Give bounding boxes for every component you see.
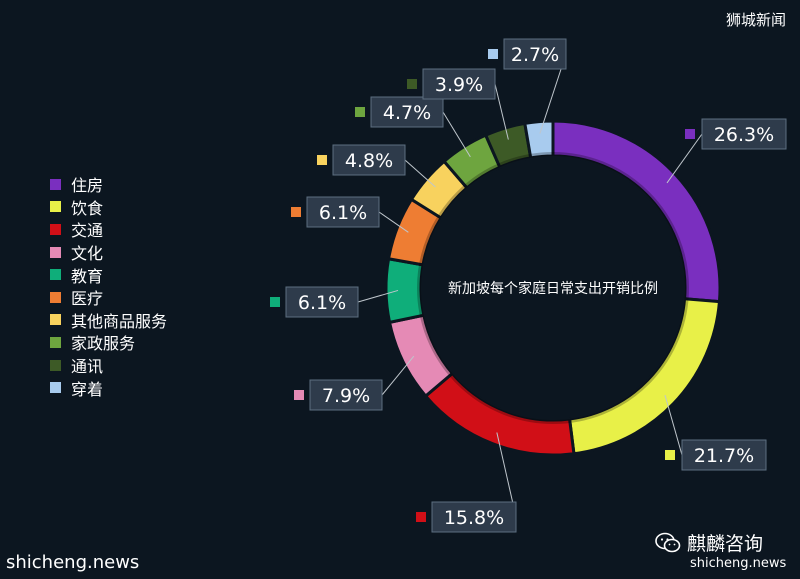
legend-label: 教育	[71, 266, 104, 286]
legend-label: 其他商品服务	[71, 311, 168, 331]
pie-slice	[423, 371, 576, 457]
label-swatch	[291, 207, 301, 217]
label-swatch	[665, 450, 675, 460]
legend-swatch	[50, 382, 61, 394]
label-swatch	[270, 297, 280, 307]
legend-swatch	[50, 201, 61, 213]
legend-swatch	[50, 336, 61, 348]
value-label: 6.1%	[298, 292, 346, 314]
leader-line	[381, 355, 415, 396]
value-label: 7.9%	[322, 385, 370, 407]
value-label: 4.7%	[383, 102, 431, 124]
legend-label: 家政服务	[71, 334, 136, 354]
legend-label: 住房	[71, 176, 104, 196]
wechat-account-name: 麒麟咨询	[687, 533, 764, 555]
value-label: 6.1%	[319, 202, 367, 224]
value-label-box	[422, 68, 496, 100]
legend-label: 通讯	[71, 357, 104, 377]
brand-label-top: 狮城新闻	[725, 11, 786, 29]
legend-swatch	[50, 359, 61, 371]
leader-line	[664, 395, 683, 456]
leader-line	[494, 83, 509, 140]
legend-item: 通讯	[50, 354, 167, 377]
legend-swatch	[50, 269, 61, 281]
wechat-badge: 麒麟咨询	[655, 529, 763, 556]
leader-line	[378, 211, 409, 233]
label-swatch	[685, 129, 695, 139]
legend-item: 家政服务	[50, 331, 167, 354]
value-label-box	[285, 286, 359, 318]
pie-slice	[523, 119, 555, 160]
value-label-box	[701, 118, 787, 150]
label-swatch	[294, 390, 304, 400]
leader-line	[666, 133, 703, 184]
legend-item: 交通	[50, 218, 167, 241]
pie-slice	[551, 119, 722, 304]
value-label: 2.7%	[511, 44, 559, 66]
legend-item: 穿着	[50, 376, 167, 399]
legend-item: 住房	[50, 173, 167, 196]
legend-item: 文化	[50, 241, 167, 264]
value-label: 15.8%	[444, 507, 504, 529]
legend-label: 饮食	[71, 198, 104, 218]
chart-legend: 住房 饮食 交通 文化 教育 医疗 其他商品服务 家政服务 通讯 穿着	[50, 173, 167, 399]
value-label-box	[431, 501, 517, 533]
value-label-box	[309, 379, 383, 411]
legend-swatch	[50, 246, 61, 258]
value-label-box	[503, 38, 567, 70]
wechat-url: shicheng.news	[690, 556, 787, 571]
brand-url-bottom-left: shicheng.news	[6, 552, 140, 573]
value-label: 4.8%	[345, 150, 393, 172]
legend-swatch	[50, 178, 61, 190]
legend-swatch	[50, 314, 61, 326]
legend-swatch	[50, 223, 61, 235]
value-label: 3.9%	[435, 74, 483, 96]
chart-title: 新加坡每个家庭日常支出开销比例	[448, 280, 658, 297]
legend-item: 医疗	[50, 286, 167, 309]
leader-line	[404, 159, 436, 188]
leader-line	[442, 111, 471, 158]
value-label: 21.7%	[694, 445, 754, 467]
legend-item: 饮食	[50, 196, 167, 219]
label-swatch	[488, 49, 498, 59]
legend-item: 其他商品服务	[50, 309, 167, 332]
value-label-box	[681, 439, 767, 471]
value-label: 26.3%	[714, 124, 774, 146]
legend-label: 交通	[71, 221, 104, 241]
label-swatch	[355, 107, 365, 117]
legend-item: 教育	[50, 263, 167, 286]
label-swatch	[416, 512, 426, 522]
legend-label: 穿着	[71, 379, 104, 399]
leader-line	[357, 289, 399, 303]
wechat-icon	[655, 532, 681, 552]
value-label-box	[306, 196, 380, 228]
label-swatch	[407, 79, 417, 89]
legend-swatch	[50, 291, 61, 303]
legend-label: 医疗	[71, 289, 104, 309]
pie-slice	[567, 297, 722, 456]
label-swatch	[317, 155, 327, 165]
value-label-box	[370, 96, 444, 128]
value-label-box	[332, 144, 406, 176]
legend-label: 文化	[71, 244, 104, 264]
